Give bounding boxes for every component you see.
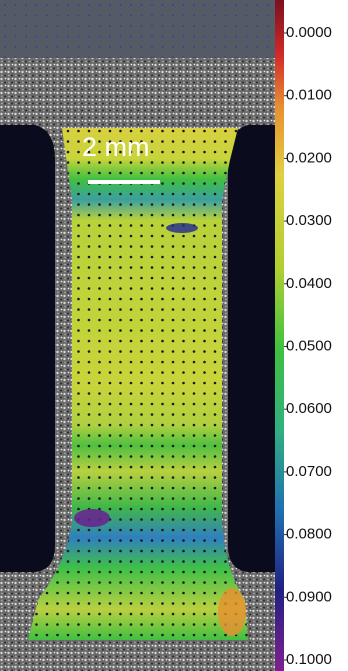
tick-label: 0.0900 xyxy=(286,588,332,605)
tick-label: 0.0500 xyxy=(286,337,332,354)
tick-label: 0.0800 xyxy=(286,526,332,543)
tick-label: 0.0300 xyxy=(286,212,332,229)
colorbar: 0.0000 0.0100 0.0200 0.0300 0.0400 0.0500 0.06… xyxy=(275,0,332,671)
tick-label: 0.0600 xyxy=(286,400,332,417)
tick-label: 0.1000 xyxy=(286,651,332,668)
tick-label: 0.0400 xyxy=(286,275,332,292)
scale-bar-label: 2 mm xyxy=(82,132,150,162)
tick-label: 0.0100 xyxy=(286,87,332,104)
colorbar-gradient xyxy=(275,0,284,671)
specimen-image: 2 mm xyxy=(0,0,275,671)
tick-label: 0.0200 xyxy=(286,149,332,166)
tick-label: 0.0700 xyxy=(286,463,332,480)
tick-label: 0.0000 xyxy=(286,24,332,41)
